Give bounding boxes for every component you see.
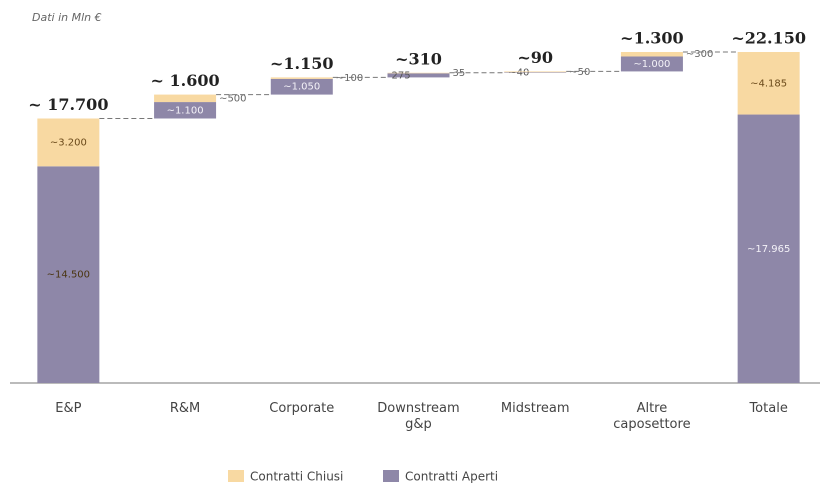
- bar-segment: [270, 77, 333, 79]
- bar-segment: [504, 71, 567, 73]
- value-label: ~4.185: [750, 78, 787, 89]
- bar-segment: [737, 114, 800, 384]
- bar-segment: [387, 72, 450, 74]
- x-tick-label: Midstream: [500, 401, 570, 416]
- legend-label: Contratti Aperti: [405, 470, 498, 483]
- value-label: ~1.100: [167, 105, 204, 116]
- x-tick-label: Altre caposettore: [613, 401, 691, 432]
- bar-segment: [504, 72, 567, 73]
- bar-segment: [270, 78, 333, 95]
- value-label: 35: [453, 68, 466, 79]
- total-label: ~1.300: [620, 29, 684, 48]
- value-label: ~50: [569, 67, 590, 78]
- bar-segment: [37, 118, 100, 167]
- bar-segment: [620, 52, 683, 57]
- x-tick-label: R&M: [169, 401, 201, 416]
- total-label: ~ 17.700: [28, 95, 108, 114]
- bar-segment: [620, 56, 683, 72]
- bar-segment: [154, 94, 217, 103]
- total-label: ~310: [395, 49, 442, 68]
- total-label: ~ 1.600: [151, 71, 220, 90]
- x-tick-label: Totale: [749, 401, 788, 416]
- total-label: ~22.150: [731, 29, 806, 48]
- value-label: ~1.000: [633, 59, 670, 70]
- value-label: 275: [392, 70, 411, 81]
- legend-swatch: [228, 470, 244, 482]
- value-label: ~3.200: [50, 137, 87, 148]
- value-label: ~500: [219, 93, 246, 104]
- value-label: ~17.965: [747, 244, 790, 255]
- legend-label: Contratti Chiusi: [250, 470, 343, 483]
- value-label: ~40: [508, 67, 529, 78]
- value-label: ~14.500: [47, 270, 90, 281]
- x-tick-label: E&P: [55, 401, 82, 416]
- bar-segment: [154, 102, 217, 119]
- bar-segment: [387, 73, 450, 78]
- value-label: ~100: [336, 73, 363, 84]
- total-label: ~1.150: [270, 54, 334, 73]
- legend-swatch: [383, 470, 399, 482]
- bar-segment: [37, 166, 100, 383]
- value-label: ~1.050: [283, 82, 320, 93]
- value-label: ~300: [686, 49, 713, 60]
- x-tick-label: Downstream g&p: [377, 401, 460, 432]
- bar-segment: [737, 52, 800, 115]
- total-label: ~90: [517, 48, 553, 67]
- subtitle: Dati in Mln €: [32, 11, 102, 24]
- x-tick-label: Corporate: [269, 401, 335, 416]
